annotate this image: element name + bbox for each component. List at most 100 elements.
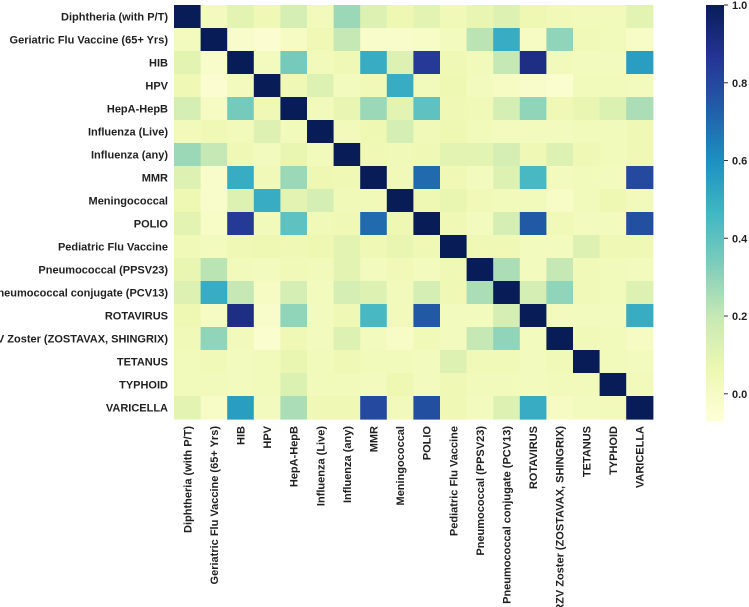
colorbar-tick-label: 1.0 (732, 0, 747, 12)
heatmap-cell (200, 212, 228, 236)
heatmap-cell (493, 5, 521, 29)
colorbar-segment (706, 148, 724, 152)
heatmap-cell (360, 189, 388, 213)
column-label: Influenza (any) (342, 426, 354, 503)
colorbar-segment (706, 176, 724, 180)
colorbar-segment (706, 54, 724, 58)
heatmap-cell (307, 373, 335, 397)
colorbar-segment (706, 356, 724, 360)
colorbar-segment (706, 309, 724, 313)
heatmap-cell (466, 28, 494, 52)
colorbar-segment (706, 132, 724, 136)
heatmap-cell (280, 281, 308, 305)
colorbar-segment (706, 33, 724, 37)
heatmap-cell (626, 281, 654, 305)
colorbar-segment (706, 140, 724, 144)
heatmap-cell (413, 28, 441, 52)
heatmap-cell (333, 396, 361, 420)
heatmap-cell (174, 51, 202, 75)
colorbar-segment (706, 291, 724, 295)
colorbar-segment (706, 192, 724, 196)
colorbar-segment (706, 332, 724, 336)
colorbar-segment (706, 270, 724, 274)
heatmap-cell (360, 97, 388, 121)
heatmap-cell (440, 373, 468, 397)
colorbar-segment (706, 129, 724, 133)
heatmap-cell (333, 281, 361, 305)
heatmap-cell (466, 212, 494, 236)
heatmap-cell (626, 97, 654, 121)
heatmap-cell (174, 28, 202, 52)
heatmap-cell (227, 212, 255, 236)
heatmap-cell (440, 120, 468, 144)
column-label: TETANUS (581, 426, 593, 477)
heatmap-cell (200, 235, 228, 259)
heatmap-cell (440, 350, 468, 374)
colorbar-segment (706, 254, 724, 258)
heatmap-cell (493, 373, 521, 397)
colorbar-segment (706, 127, 724, 131)
heatmap-cell (493, 281, 521, 305)
heatmap-cell (493, 258, 521, 282)
colorbar-segment (706, 142, 724, 146)
colorbar-segment (706, 72, 724, 76)
heatmap-cell (200, 373, 228, 397)
colorbar-segment (706, 335, 724, 339)
colorbar-segment (706, 374, 724, 378)
heatmap-cell (599, 120, 627, 144)
colorbar-segment (706, 280, 724, 284)
heatmap-cell (573, 304, 601, 328)
heatmap-cell (253, 74, 281, 98)
heatmap-cell (360, 166, 388, 190)
heatmap-cell (440, 97, 468, 121)
heatmap-cell (200, 97, 228, 121)
heatmap-cell (227, 235, 255, 259)
heatmap-cell (493, 120, 521, 144)
colorbar-segment (706, 150, 724, 154)
colorbar-segment (706, 57, 724, 61)
heatmap-cell (573, 166, 601, 190)
heatmap-cell (253, 304, 281, 328)
colorbar-segment (706, 249, 724, 253)
heatmap-cell (227, 281, 255, 305)
heatmap-cell (333, 120, 361, 144)
row-label: Pneumococcal (PPSV23) (38, 265, 168, 277)
heatmap-cell (440, 189, 468, 213)
row-label: Meningococcal (89, 196, 168, 208)
heatmap-cell (280, 97, 308, 121)
colorbar-segment (706, 171, 724, 175)
heatmap-cell (546, 189, 574, 213)
heatmap-cell (307, 74, 335, 98)
row-label: Influenza (any) (91, 150, 168, 162)
heatmap-cell (200, 396, 228, 420)
heatmap-cell (573, 350, 601, 374)
colorbar-segment (706, 376, 724, 380)
heatmap-cell (440, 258, 468, 282)
heatmap-cell (227, 143, 255, 167)
heatmap-cell (599, 212, 627, 236)
colorbar-segment (706, 314, 724, 318)
colorbar-segment (706, 155, 724, 159)
heatmap-cell (440, 143, 468, 167)
heatmap-cell (413, 327, 441, 351)
heatmap-cell (599, 74, 627, 98)
heatmap-cell (200, 74, 228, 98)
heatmap-cell (599, 51, 627, 75)
heatmap-cell (360, 28, 388, 52)
heatmap-cell (253, 5, 281, 29)
heatmap-cell (200, 304, 228, 328)
heatmap-cell (307, 51, 335, 75)
heatmap-cell (466, 120, 494, 144)
heatmap-cell (413, 212, 441, 236)
heatmap-cell (360, 327, 388, 351)
row-label: HIB (149, 58, 168, 70)
colorbar-segment (706, 278, 724, 282)
colorbar-segment (706, 49, 724, 53)
heatmap-cell (493, 189, 521, 213)
colorbar-segment (706, 46, 724, 50)
colorbar-segment (706, 350, 724, 354)
heatmap-cell (386, 5, 414, 29)
heatmap-cell (519, 373, 547, 397)
heatmap-cell (360, 304, 388, 328)
heatmap-cell (413, 396, 441, 420)
